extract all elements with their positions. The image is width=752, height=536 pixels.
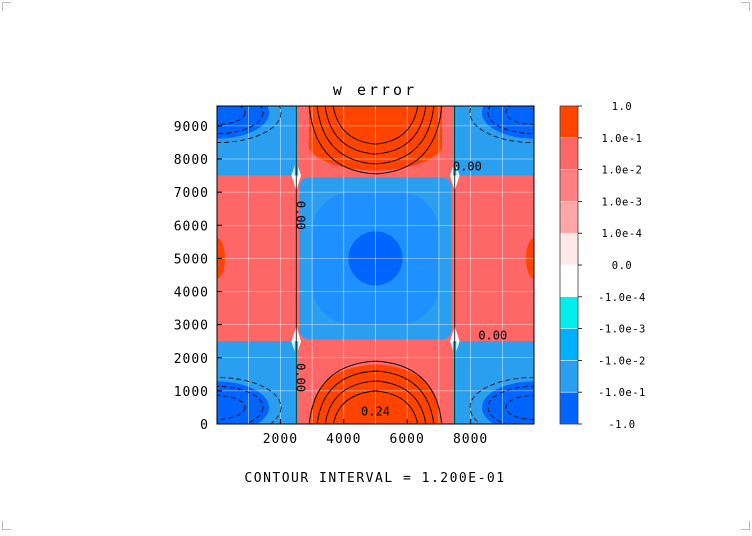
contour-corner-1 [469,377,534,424]
contour-label: 0.00 [453,160,482,174]
contour-bottom-3 [332,390,419,424]
grid-lines [217,106,534,424]
contour-corner-1 [487,386,534,424]
contour-corner-3 [487,106,534,135]
colorbar-label: 1.0 [612,101,632,113]
colorbar-swatch [559,264,579,298]
y-tick-label: 4000 [174,286,209,301]
colorbar-swatch [559,137,579,170]
contour-corner-1 [505,395,534,420]
contour-top-1 [316,106,435,165]
colorbar-label: 1.0e-2 [602,165,643,177]
contour-bottom-2 [324,380,427,424]
y-axis: 0 1000 2000 3000 4000 5000 6000 7000 8000 9000 [174,120,222,433]
contour-corner-0 [217,377,282,424]
y-tick-label: 8000 [174,153,209,168]
y-tick-label: 0 [200,418,209,433]
x-tick-label: 6000 [390,432,425,447]
y-tick-label: 9000 [174,120,209,135]
contour-label: 0.00 [293,363,307,392]
colorbar-swatch [559,232,579,266]
crop-mark-bottom-left [2,521,11,530]
corner-core-2 [217,106,269,139]
colorbar-swatch [559,328,579,361]
contour-label: 0.00 [478,329,507,343]
plot-frame [216,105,535,425]
y-tick-label: 5000 [174,252,209,267]
crop-mark-top-right [741,2,750,11]
colorbar-label: -1.0e-3 [598,324,646,336]
contour-top-2 [324,106,427,155]
colorbar-label: -1.0e-1 [598,387,646,399]
corner-core-3 [482,106,534,139]
corner-core-1 [482,381,534,424]
crop-mark-bottom-right [741,521,750,530]
colorbar-swatch [559,201,579,234]
chart-title: w error [333,81,417,99]
colorbar-label: 1.0e-3 [602,196,643,208]
colorbar-swatch [559,296,579,329]
y-tick-label: 3000 [174,319,209,334]
colorbar-label: -1.0e-4 [598,292,646,304]
contour-lines [217,106,534,424]
contour-top-3 [332,106,419,145]
y-tick-label: 1000 [174,385,209,400]
colorbar-label: 1.0e-1 [602,133,643,145]
crop-mark-top-left [2,2,11,11]
colorbar-swatch [559,169,579,202]
x-tick-label: 4000 [326,432,361,447]
colorbar-label: 1.0e-4 [602,228,643,240]
contour-corner-0 [217,395,246,420]
colorbar-swatch [559,391,579,425]
contour-bottom-1 [316,370,435,424]
colorbar: 1.0 1.0e-1 1.0e-2 1.0e-3 1.0e-4 0.0 -1.0e-4 -1.… [559,101,646,431]
contour-bottom-0 [308,360,443,424]
y-tick-label: 6000 [174,219,209,234]
contour-labels: 0.00 0.00 0.00 0.00 0.24 [293,160,507,419]
contour-label: 0.24 [361,405,390,419]
contour-corner-2 [217,106,282,144]
colorbar-swatch [559,105,579,139]
contour-corner-3 [469,106,534,144]
contour-label: 0.00 [293,201,307,230]
colorbar-label: -1.0e-2 [598,355,646,367]
x-tick-label: 8000 [453,432,488,447]
contour-corner-2 [217,106,264,135]
y-tick-label: 7000 [174,186,209,201]
colorbar-swatch [559,360,579,393]
colorbar-label: 0.0 [612,260,632,272]
y-tick-label: 2000 [174,352,209,367]
x-axis: 2000 4000 6000 8000 [263,419,488,447]
contour-interval-footer: CONTOUR INTERVAL = 1.200E-01 [244,471,505,486]
corner-core-0 [217,381,269,424]
contour-corner-2 [217,106,246,126]
contour-top-0 [308,106,443,175]
contour-corner-0 [217,386,264,424]
contour-corner-3 [505,106,534,126]
colorbar-label: -1.0 [608,419,635,431]
x-tick-label: 2000 [263,432,298,447]
